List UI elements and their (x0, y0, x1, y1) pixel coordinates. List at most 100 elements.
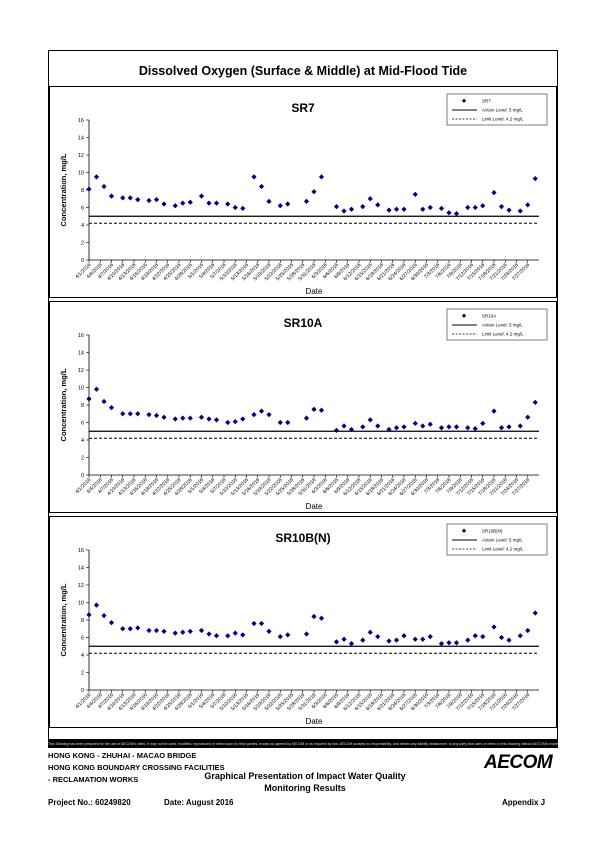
report-title-block: Graphical Presentation of Impact Water Q… (160, 770, 450, 794)
aecom-logo: AECOM (484, 752, 553, 773)
data-point (303, 631, 310, 637)
data-point (491, 624, 497, 630)
data-point (506, 637, 512, 643)
data-point (232, 204, 238, 211)
legend-series-label: SR10B(N) (482, 529, 503, 534)
data-point (491, 190, 497, 196)
y-tick-label: 4 (81, 438, 84, 444)
data-point (427, 421, 433, 427)
data-point (311, 406, 317, 412)
project-line-2: HONG KONG BOUNDARY CROSSING FACILITIES (48, 763, 225, 772)
data-point (277, 419, 283, 426)
chart-border (49, 301, 557, 513)
y-axis-label: Concentration, mg/L (59, 583, 68, 656)
y-tick-label: 14 (78, 351, 84, 357)
data-point (240, 632, 246, 638)
data-point (517, 423, 523, 429)
data-point (427, 204, 433, 211)
data-point (187, 628, 193, 634)
data-point (472, 633, 478, 639)
data-point (213, 417, 220, 423)
data-point (498, 204, 505, 210)
data-point (86, 396, 92, 402)
data-point (153, 197, 160, 203)
data-point (375, 634, 381, 640)
data-point (101, 613, 107, 619)
appendix-label: Appendix J (502, 798, 546, 807)
chart-title: SR10B(N) (275, 531, 330, 545)
data-point (172, 630, 178, 636)
data-point (438, 641, 445, 647)
data-point (318, 615, 325, 621)
y-tick-label: 4 (81, 653, 84, 659)
data-point (506, 424, 512, 430)
data-point (258, 408, 265, 414)
data-point (412, 191, 418, 197)
data-point (127, 195, 133, 201)
drawing-frame (48, 50, 558, 740)
data-point (446, 424, 452, 430)
data-point (277, 203, 283, 209)
y-tick-label: 10 (78, 386, 84, 392)
data-point (258, 183, 265, 190)
data-point (251, 174, 257, 180)
data-point (525, 627, 531, 634)
legend-action-label: Action Level: 5 mg/L (482, 538, 523, 543)
data-point (198, 414, 205, 420)
x-axis-label: Date (306, 717, 323, 726)
data-point (213, 633, 220, 639)
data-point (438, 205, 445, 211)
y-tick-label: 10 (78, 171, 84, 177)
data-point (367, 629, 373, 635)
y-tick-label: 0 (81, 688, 84, 694)
data-point (161, 628, 167, 634)
y-tick-label: 14 (78, 136, 84, 142)
data-point (172, 416, 178, 422)
data-point (93, 602, 100, 608)
data-point (360, 424, 366, 430)
data-point (465, 204, 471, 211)
data-point (127, 411, 133, 417)
data-point (127, 626, 133, 632)
data-point (360, 637, 366, 643)
data-point (453, 211, 460, 217)
data-point (375, 202, 381, 208)
y-tick-label: 2 (81, 456, 84, 462)
data-point (135, 197, 141, 203)
disclaimer-bar: This Drawing has been prepared for the u… (48, 740, 558, 748)
data-point (517, 208, 523, 214)
data-point (146, 197, 152, 204)
legend-action-label: Action Level: 5 mg/L (482, 108, 523, 113)
y-tick-label: 16 (78, 118, 84, 124)
y-tick-label: 12 (78, 583, 84, 589)
data-point (251, 620, 257, 627)
data-point (108, 405, 115, 411)
data-point (153, 412, 160, 419)
data-point (225, 633, 231, 639)
data-point (101, 398, 107, 405)
data-point (277, 634, 283, 640)
chart-title: SR10A (284, 316, 323, 330)
data-point (375, 423, 381, 429)
y-tick-label: 6 (81, 636, 84, 642)
data-point (341, 208, 347, 214)
data-point (120, 626, 126, 632)
chart-sr10bn: SR10B(N) 0 2 4 6 8 10 12 14 16 Concentration, mg/L… (49, 516, 557, 728)
data-point (367, 417, 373, 423)
data-point (318, 174, 325, 180)
data-point (525, 202, 531, 208)
chart-border (49, 86, 557, 298)
report-date: Date: August 2016 (164, 798, 234, 807)
data-point (180, 629, 186, 635)
y-axis-label: Concentration, mg/L (59, 153, 68, 226)
data-point (341, 423, 347, 429)
report-title-line-1: Graphical Presentation of Impact Water Q… (204, 771, 406, 781)
data-point (266, 412, 272, 418)
legend-action-label: Action Level: 5 mg/L (482, 323, 523, 328)
data-point (386, 207, 392, 213)
data-point (86, 612, 92, 618)
data-point (472, 426, 478, 432)
data-point (453, 640, 460, 646)
data-point (480, 634, 486, 640)
